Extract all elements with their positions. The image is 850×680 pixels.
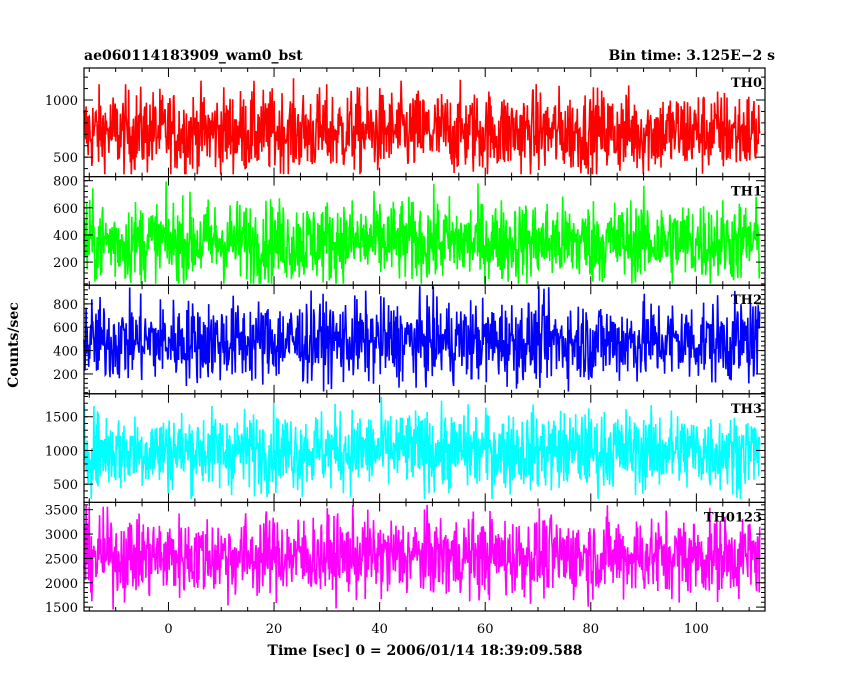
panel-label: TH0 bbox=[731, 76, 762, 91]
y-tick-label: 600 bbox=[53, 202, 78, 217]
series-line-th1 bbox=[83, 181, 761, 284]
panel-label: TH3 bbox=[731, 402, 762, 417]
y-tick-label: 3000 bbox=[45, 528, 78, 543]
series-line-th2 bbox=[83, 286, 761, 392]
y-tick-label: 2000 bbox=[45, 577, 78, 592]
y-tick-label: 400 bbox=[53, 229, 78, 244]
bin-time-label: Bin time: 3.125E−2 s bbox=[609, 48, 776, 64]
x-tick-labels: 0 20 40 60 80 100 bbox=[164, 622, 708, 637]
y-axis-label: Counts/sec bbox=[6, 302, 22, 388]
y-tick-label: 500 bbox=[53, 151, 78, 166]
x-tick-label: 80 bbox=[583, 622, 600, 637]
y-tick-label: 1500 bbox=[45, 601, 78, 616]
panel-th2: 200 400 600 800 TH2 bbox=[53, 284, 766, 395]
x-tick-label: 0 bbox=[164, 622, 172, 637]
panels-group: 500 1000 TH0 200 400 600 800 TH1 200 400 600 800 TH2… bbox=[45, 67, 766, 616]
y-tick-label: 500 bbox=[53, 478, 78, 493]
y-tick-label: 600 bbox=[53, 321, 78, 336]
panel-th0: 500 1000 TH0 bbox=[45, 67, 766, 178]
x-tick-label: 40 bbox=[371, 622, 388, 637]
y-tick-label: 2500 bbox=[45, 552, 78, 567]
y-tick-label: 200 bbox=[53, 368, 78, 383]
x-tick-label: 20 bbox=[266, 622, 283, 637]
y-tick-label: 3500 bbox=[45, 504, 78, 519]
y-tick-label: 800 bbox=[53, 175, 78, 190]
y-tick-label: 800 bbox=[53, 298, 78, 313]
series-line-th0123 bbox=[83, 504, 761, 610]
y-tick-label: 400 bbox=[53, 345, 78, 360]
y-tick-label: 200 bbox=[53, 256, 78, 271]
series-line-th0 bbox=[83, 78, 761, 175]
x-tick-label: 100 bbox=[684, 622, 709, 637]
panel-label: TH1 bbox=[731, 185, 762, 200]
panel-label: TH2 bbox=[731, 293, 762, 308]
y-tick-label: 1000 bbox=[45, 444, 78, 459]
plot-title: ae060114183909_wam0_bst bbox=[84, 48, 303, 64]
panel-th0123: 1500 2000 2500 3000 3500 TH0123 bbox=[45, 501, 766, 616]
x-tick-label: 60 bbox=[477, 622, 494, 637]
series-line-th3 bbox=[83, 396, 761, 500]
x-axis-label: Time [sec] 0 = 2006/01/14 18:39:09.588 bbox=[268, 643, 583, 659]
panel-frame bbox=[83, 501, 766, 612]
panel-th3: 500 1000 1500 TH3 bbox=[45, 393, 766, 503]
y-tick-label: 1500 bbox=[45, 411, 78, 426]
y-tick-label: 1000 bbox=[45, 94, 78, 109]
panel-th1: 200 400 600 800 TH1 bbox=[53, 175, 766, 286]
panel-label: TH0123 bbox=[704, 510, 762, 525]
